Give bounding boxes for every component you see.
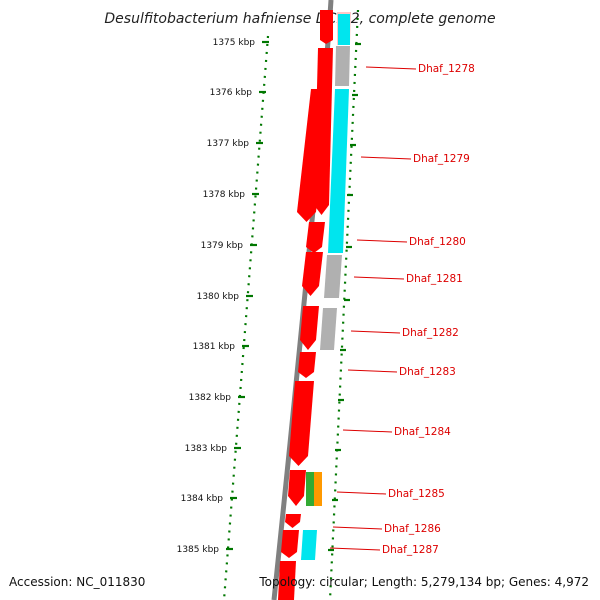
category-block <box>328 89 349 253</box>
gene-label: Dhaf_1286 <box>384 523 441 535</box>
gene-arrow <box>281 530 299 558</box>
ruler-tick-label: 1383 kbp <box>185 444 228 454</box>
gene-arrow <box>320 10 333 44</box>
gene-arrow <box>302 252 323 296</box>
gene-label-leader <box>360 156 412 160</box>
gene-label-leader <box>336 491 387 495</box>
gene-labels: Dhaf_1278 Dhaf_1279 Dhaf_1280 Dhaf_1281 Dhaf… <box>329 63 475 556</box>
category-block <box>301 530 317 560</box>
gene-label: Dhaf_1283 <box>399 366 456 378</box>
gene-label: Dhaf_1281 <box>406 273 463 285</box>
gene-label-leader <box>353 276 405 280</box>
ruler-tick-label: 1384 kbp <box>181 494 224 504</box>
gene-label: Dhaf_1279 <box>413 153 470 165</box>
ruler-tick-label: 1380 kbp <box>197 292 240 302</box>
map-title: Desulfitobacterium hafniense DCB-2, comp… <box>104 11 495 27</box>
gene-label: Dhaf_1282 <box>402 327 459 339</box>
gene-arrow <box>306 222 325 253</box>
gene-label: Dhaf_1287 <box>382 544 439 556</box>
gene-label-leader <box>365 66 417 70</box>
ruler-tick-label: 1385 kbp <box>177 545 220 555</box>
gene-label: Dhaf_1278 <box>418 63 475 75</box>
gene-label: Dhaf_1285 <box>388 488 445 500</box>
gene-arrow <box>300 306 319 350</box>
gene-label-leader <box>350 330 401 334</box>
gene-arrow <box>297 89 330 222</box>
gene-arrows <box>278 10 333 600</box>
gene-label-leader <box>347 369 398 373</box>
genome-summary-text: Topology: circular; Length: 5,279,134 bp… <box>259 575 589 589</box>
category-block <box>338 14 350 45</box>
gene-label: Dhaf_1284 <box>394 426 451 438</box>
ruler-dotted-line <box>222 35 270 600</box>
gene-arrow <box>289 381 314 466</box>
accession-text: Accession: NC_011830 <box>9 575 146 589</box>
category-block <box>306 472 314 506</box>
ruler-tick-label: 1377 kbp <box>207 139 250 149</box>
gene-arrow <box>288 470 306 506</box>
gene-label: Dhaf_1280 <box>409 236 466 248</box>
ruler-tick-label: 1379 kbp <box>201 241 244 251</box>
ruler-tick-label: 1382 kbp <box>189 393 232 403</box>
ruler-tick-label: 1378 kbp <box>203 190 246 200</box>
ruler-tick-label: 1375 kbp <box>213 38 256 48</box>
ruler-tick-label: 1376 kbp <box>210 88 253 98</box>
ruler: 1375 kbp 1376 kbp 1377 kbp 1378 kbp 1379 kbp… <box>177 9 361 600</box>
gene-arrow <box>298 352 316 378</box>
category-block <box>314 472 322 506</box>
category-block <box>320 308 337 350</box>
category-block <box>324 255 342 298</box>
gene-label-leader <box>342 429 393 433</box>
ruler-tick-label: 1381 kbp <box>193 342 236 352</box>
category-track <box>301 12 351 560</box>
gene-arrow <box>285 514 301 528</box>
gene-arrow <box>278 561 296 600</box>
gene-label-leader <box>356 239 408 243</box>
gene-label-leader <box>329 547 381 551</box>
gene-label-leader <box>332 526 383 530</box>
category-block <box>335 46 350 86</box>
